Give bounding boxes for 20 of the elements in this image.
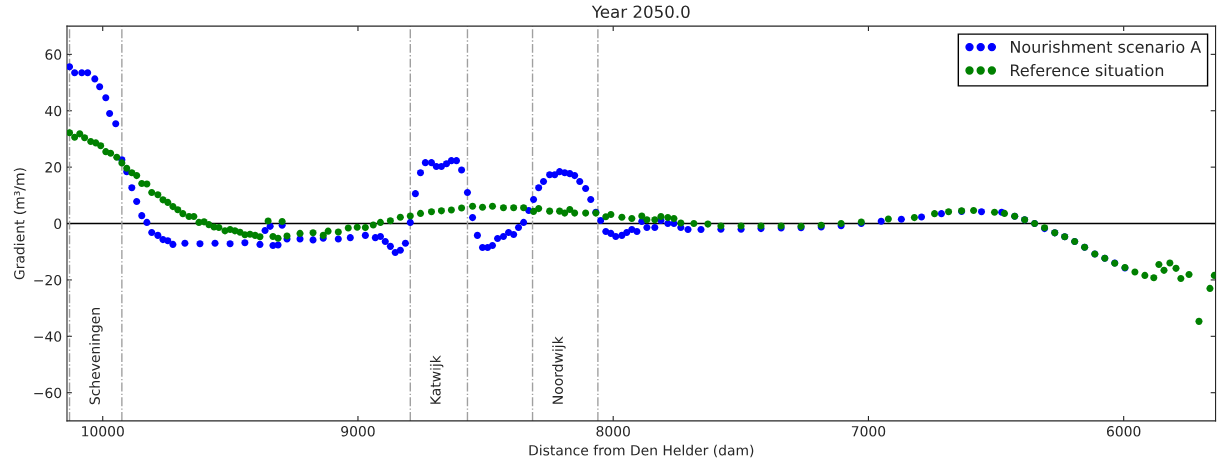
ref-line-label: Noordwijk xyxy=(552,336,566,404)
y-tick-label: −60 xyxy=(34,387,62,399)
y-tick-label: −20 xyxy=(34,274,62,286)
x-tick-label: 7000 xyxy=(851,426,886,437)
y-tick-label: 20 xyxy=(45,162,62,173)
legend-label: Reference situation xyxy=(1011,63,1164,77)
ref-line-label: Scheveningen xyxy=(89,308,103,405)
y-tick-label: 60 xyxy=(45,49,62,60)
ref-line-label: Katwijk xyxy=(429,355,444,404)
y-tick-label: 40 xyxy=(45,105,62,117)
x-axis-title: Distance from Den Helder (dam) xyxy=(529,444,754,458)
y-tick-label: −40 xyxy=(34,331,62,342)
y-axis-title: Gradient (m³/m) xyxy=(13,168,27,280)
x-tick-label: 8000 xyxy=(596,426,630,437)
chart-title: Year 2050.0 xyxy=(591,5,690,19)
legend-label: Nourishment scenario A xyxy=(1011,40,1202,53)
x-tick-label: 9000 xyxy=(341,426,375,437)
x-tick-label: 6000 xyxy=(1106,426,1141,437)
y-tick-label: 0 xyxy=(54,218,62,230)
x-tick-label: 10000 xyxy=(82,426,124,437)
